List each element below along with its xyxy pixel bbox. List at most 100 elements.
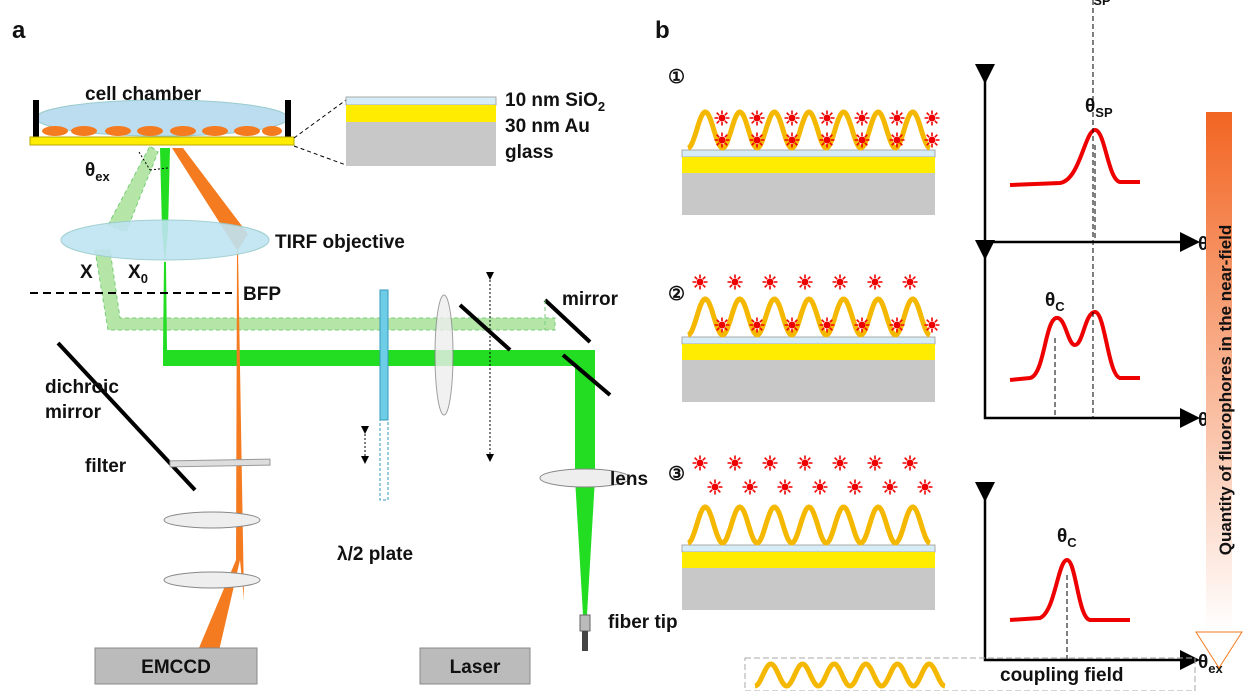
x-label: X <box>80 262 93 283</box>
subscript: SP <box>1095 105 1113 120</box>
fluorophore <box>872 460 879 467</box>
fluorophore <box>824 322 831 329</box>
glass-layer <box>346 122 496 166</box>
sio2-layer <box>682 545 935 552</box>
glass-layer <box>682 568 935 610</box>
fluorophore <box>837 460 844 467</box>
theta: θ <box>1198 652 1208 673</box>
half-wave-plate <box>380 290 388 420</box>
fluorophore <box>859 137 866 144</box>
fluorophore <box>782 484 789 491</box>
dichroic-label: dichroic <box>45 377 119 398</box>
subscript: C <box>1055 299 1065 314</box>
fluorophore <box>824 115 831 122</box>
fluorophore <box>859 322 866 329</box>
fluorophore <box>697 279 704 286</box>
response-curve <box>1010 312 1140 380</box>
angle-label: θSP <box>1083 0 1111 8</box>
fluorophore <box>789 322 796 329</box>
fluorophore <box>697 460 704 467</box>
fluorophore <box>907 279 914 286</box>
arrow-label: Quantity of fluorophores in the near-fie… <box>1216 225 1235 556</box>
fluorophore <box>852 484 859 491</box>
lens <box>435 295 453 415</box>
tilted-beam <box>108 146 158 232</box>
fluorophore <box>894 115 901 122</box>
fluorophore <box>754 322 761 329</box>
gold-slide <box>30 137 294 145</box>
angle-label: θSP <box>1085 96 1113 120</box>
sio2-layer <box>682 337 935 344</box>
filter-label: filter <box>85 456 127 477</box>
coupling-field <box>688 299 930 335</box>
fluorophore <box>802 279 809 286</box>
fluorophore <box>732 279 739 286</box>
theta: θ <box>85 160 95 181</box>
response-curve <box>1010 130 1140 185</box>
theta: θ <box>1057 526 1067 547</box>
fluorophore <box>712 484 719 491</box>
glass-layer <box>682 173 935 215</box>
cell-chamber-label: cell chamber <box>85 84 202 105</box>
lens-label: lens <box>610 469 648 490</box>
plate-label: λ/2 plate <box>337 544 413 565</box>
glass-layer <box>682 360 935 402</box>
subscript: C <box>1067 535 1077 550</box>
row: ②θCθSPθex <box>668 0 1224 434</box>
fluorophore <box>789 115 796 122</box>
dichroic-label: mirror <box>45 402 102 423</box>
fluorophore <box>929 115 936 122</box>
layer-label: 30 nm Au <box>505 116 590 137</box>
sio2-layer <box>346 97 496 105</box>
fluorophore <box>929 322 936 329</box>
filter <box>170 459 270 467</box>
fluorophore <box>754 115 761 122</box>
legend-label: coupling field <box>1000 665 1124 686</box>
fiber-tip <box>580 615 590 631</box>
coupling-field <box>688 507 930 543</box>
emccd-label: EMCCD <box>141 657 211 678</box>
subscript: ex <box>95 169 110 184</box>
objective-label: TIRF objective <box>275 232 405 253</box>
chamber-wall <box>285 100 291 138</box>
fluorophore <box>894 137 901 144</box>
axes <box>985 492 1190 660</box>
row: ①θSPθex <box>668 67 1224 258</box>
fluorophore <box>872 279 879 286</box>
bfp-label: BFP <box>243 284 281 305</box>
fiber-label: fiber tip <box>608 612 678 633</box>
row-number: ② <box>668 284 685 305</box>
fiber <box>582 631 588 651</box>
fluorophore <box>859 115 866 122</box>
angle-label: θC <box>1057 526 1077 550</box>
chamber-wall <box>33 100 39 138</box>
au-layer <box>682 157 935 173</box>
layer-label: glass <box>505 142 554 163</box>
theta: θ <box>1083 0 1093 5</box>
lens <box>164 512 260 528</box>
fluorophore <box>894 322 901 329</box>
fluorophore <box>824 137 831 144</box>
figure: a cell chamber 10 nm SiO2 30 nm Au glass… <box>0 0 1255 691</box>
beam <box>163 350 593 366</box>
fluorophore <box>837 279 844 286</box>
response-curve <box>1010 560 1130 620</box>
subscript: 2 <box>598 99 605 114</box>
zoom-lines <box>294 100 346 165</box>
row-number: ① <box>668 67 685 88</box>
layer-label: 10 nm SiO2 <box>505 90 605 114</box>
theta: θ <box>1045 290 1055 311</box>
au-layer <box>682 552 935 568</box>
theta: θ <box>1085 96 1095 117</box>
row-number: ③ <box>668 464 685 485</box>
x0: X <box>128 262 141 283</box>
subscript: 0 <box>141 271 148 286</box>
au-layer <box>682 344 935 360</box>
lens <box>164 572 260 588</box>
fluorophore <box>732 460 739 467</box>
fluorophore <box>719 137 726 144</box>
angle-label: θC <box>1045 290 1065 314</box>
subscript: SP <box>1093 0 1111 8</box>
fluorophore <box>887 484 894 491</box>
